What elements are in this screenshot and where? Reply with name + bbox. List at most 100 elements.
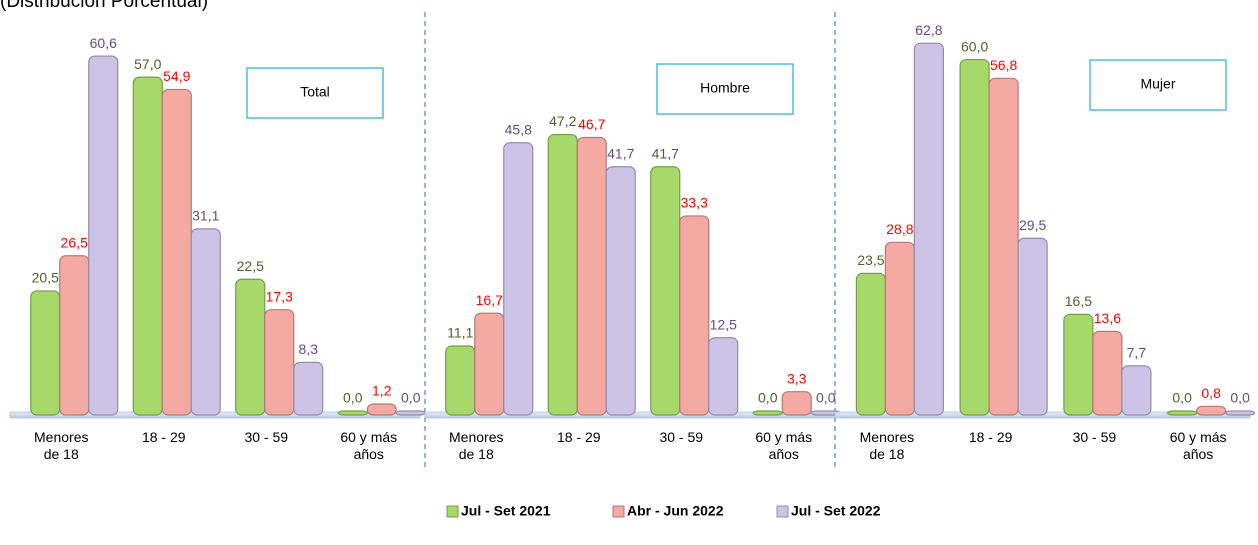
x-tick-label-box: 18 - 29 — [141, 429, 186, 445]
bar — [59, 255, 90, 416]
value-label: 45,8 — [505, 121, 532, 137]
bar — [474, 312, 505, 416]
value-label: 60,0 — [961, 38, 988, 54]
value-label: 3,3 — [787, 370, 807, 386]
x-tick-label-box: 18 - 29 — [556, 429, 601, 445]
bar — [235, 278, 266, 416]
x-tick-label: 60 y más años — [340, 429, 398, 462]
x-tick-label-box: Menores de 18 — [449, 429, 504, 462]
bar — [1196, 405, 1227, 416]
value-label: 8,3 — [299, 341, 319, 357]
value-label: 26,5 — [61, 234, 88, 250]
x-tick-label: 18 - 29 — [968, 429, 1013, 445]
value-label: 60,6 — [90, 35, 117, 51]
bar — [884, 241, 915, 416]
bar — [190, 228, 221, 416]
value-label: 57,0 — [134, 56, 161, 72]
legend-swatch — [612, 505, 625, 518]
value-label: 0,0 — [758, 390, 778, 406]
x-tick-label-box: 30 - 59 — [244, 429, 288, 445]
bar — [913, 42, 944, 416]
bar — [1167, 410, 1198, 416]
bar — [1017, 237, 1048, 416]
bar — [988, 77, 1019, 416]
value-label: 0,0 — [816, 390, 836, 406]
bar — [366, 403, 397, 416]
value-label: 23,5 — [857, 252, 884, 268]
value-label: 0,0 — [401, 390, 421, 406]
value-label: 46,7 — [578, 116, 605, 132]
x-tick-label: 30 - 59 — [1072, 429, 1117, 445]
x-tick-label: 60 y más años — [1169, 429, 1227, 462]
value-label: 0,8 — [1201, 385, 1221, 401]
x-tick-label-box: 18 - 29 — [968, 429, 1013, 445]
bar — [395, 410, 426, 416]
bar — [679, 215, 710, 416]
x-tick-label: Menores de 18 — [449, 429, 504, 462]
value-label: 47,2 — [549, 113, 576, 129]
value-label: 13,6 — [1094, 310, 1121, 326]
x-tick-label-box: 60 y más años — [340, 429, 398, 462]
value-label: 16,5 — [1065, 293, 1092, 309]
value-label: 28,8 — [886, 221, 913, 237]
bar — [503, 142, 534, 416]
legend-label: Jul - Set 2022 — [791, 503, 881, 519]
bar — [1121, 365, 1152, 416]
value-label: 62,8 — [915, 22, 942, 38]
panel-title: Hombre — [700, 80, 750, 96]
panel-title-box — [1089, 59, 1227, 111]
bar — [708, 337, 739, 416]
value-label: 56,8 — [990, 57, 1017, 73]
bar — [959, 58, 990, 416]
bar — [337, 410, 368, 416]
x-tick-label: Menores de 18 — [859, 429, 915, 462]
value-label: 41,7 — [607, 145, 634, 161]
x-tick-label: 30 - 59 — [659, 429, 704, 445]
bar — [855, 272, 886, 416]
bar — [576, 136, 607, 416]
x-tick-label-box: Menores de 18 — [859, 429, 915, 462]
x-tick-label-box: 60 y más años — [755, 429, 812, 462]
value-label: 20,5 — [32, 270, 59, 286]
panel-title: Total — [300, 84, 330, 100]
value-label: 16,7 — [476, 292, 503, 308]
x-tick-label: Menores de 18 — [34, 429, 89, 462]
value-label: 29,5 — [1019, 217, 1046, 233]
bar — [781, 391, 812, 416]
x-tick-label-box: 30 - 59 — [1072, 429, 1117, 445]
bar — [88, 55, 119, 416]
value-label: 12,5 — [710, 316, 737, 332]
bar — [30, 290, 61, 416]
panel-title-box — [246, 67, 384, 119]
value-label: 0,0 — [1230, 390, 1250, 406]
bar — [605, 166, 636, 416]
value-label: 54,9 — [163, 68, 190, 84]
bar — [132, 76, 163, 416]
bar — [752, 410, 783, 416]
x-tick-label-box: Menores de 18 — [34, 429, 89, 462]
x-tick-label-box: 30 - 59 — [659, 429, 704, 445]
bar — [1063, 313, 1094, 416]
panel-title-box — [656, 63, 794, 115]
x-tick-label-box: 60 y más años — [1169, 429, 1227, 462]
value-label: 33,3 — [681, 195, 708, 211]
bar — [1225, 410, 1256, 416]
legend-swatch — [446, 505, 459, 518]
value-label: 22,5 — [237, 258, 264, 274]
subtitle: (Distribución Porcentual) — [0, 0, 208, 12]
bar — [547, 133, 578, 416]
legend-label: Abr - Jun 2022 — [627, 503, 724, 519]
panel-title: Mujer — [1140, 76, 1175, 92]
bar — [1092, 330, 1123, 416]
bar — [293, 361, 324, 416]
value-label: 0,0 — [343, 390, 363, 406]
value-label: 7,7 — [1127, 345, 1147, 361]
value-label: 11,1 — [447, 325, 473, 341]
x-tick-label: 18 - 29 — [556, 429, 601, 445]
bar — [445, 345, 476, 416]
x-tick-label: 18 - 29 — [141, 429, 186, 445]
value-label: 0,0 — [1172, 390, 1192, 406]
value-label: 41,7 — [652, 145, 679, 161]
bar — [650, 166, 681, 416]
legend-label: Jul - Set 2021 — [461, 503, 551, 519]
